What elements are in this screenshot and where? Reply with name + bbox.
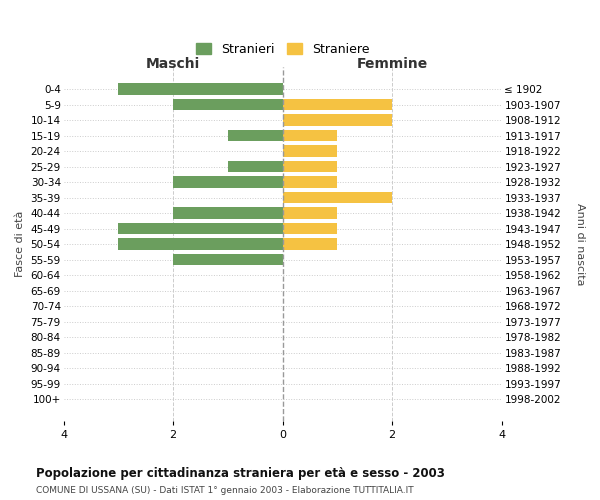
Bar — [118, 84, 283, 95]
Bar — [173, 208, 283, 219]
Text: Maschi: Maschi — [146, 56, 200, 70]
Text: Popolazione per cittadinanza straniera per età e sesso - 2003: Popolazione per cittadinanza straniera p… — [36, 468, 445, 480]
Y-axis label: Fasce di età: Fasce di età — [15, 211, 25, 278]
Bar — [283, 161, 337, 172]
Bar — [283, 208, 337, 219]
Bar — [228, 161, 283, 172]
Bar — [283, 238, 337, 250]
Bar — [173, 176, 283, 188]
Bar — [173, 254, 283, 266]
Bar — [173, 99, 283, 110]
Bar — [118, 238, 283, 250]
Bar — [283, 99, 392, 110]
Y-axis label: Anni di nascita: Anni di nascita — [575, 203, 585, 285]
Bar — [283, 146, 337, 157]
Legend: Stranieri, Straniere: Stranieri, Straniere — [191, 38, 374, 61]
Text: Femmine: Femmine — [356, 56, 428, 70]
Bar — [283, 176, 337, 188]
Bar — [228, 130, 283, 141]
Bar — [283, 192, 392, 203]
Bar — [283, 130, 337, 141]
Bar — [118, 223, 283, 234]
Bar — [283, 114, 392, 126]
Bar — [283, 223, 337, 234]
Text: COMUNE DI USSANA (SU) - Dati ISTAT 1° gennaio 2003 - Elaborazione TUTTITALIA.IT: COMUNE DI USSANA (SU) - Dati ISTAT 1° ge… — [36, 486, 413, 495]
